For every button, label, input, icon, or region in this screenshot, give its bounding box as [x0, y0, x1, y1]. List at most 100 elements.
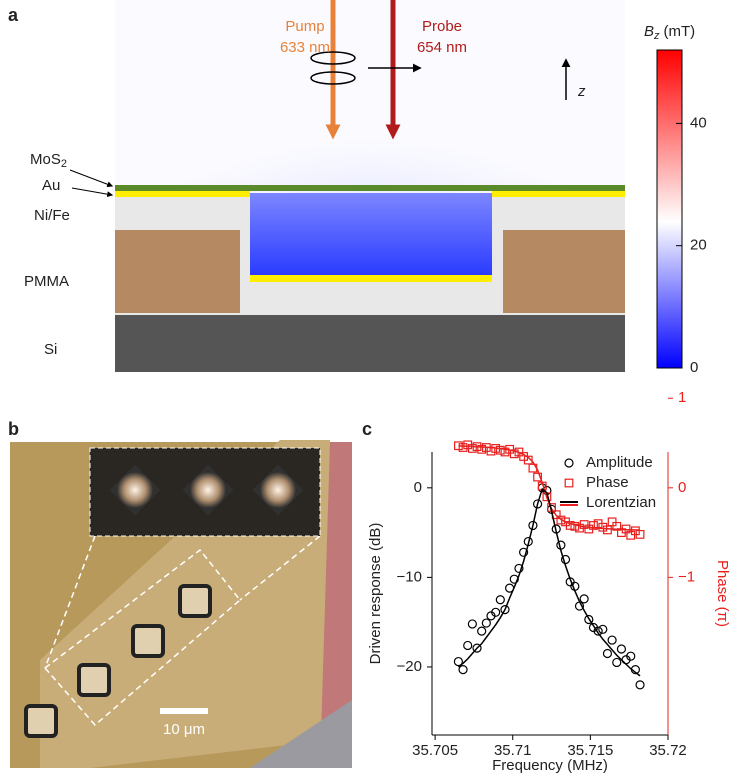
data-point	[598, 522, 608, 532]
data-point	[519, 547, 529, 557]
colorbar-label: Bz (mT)	[644, 23, 695, 42]
legend-swatch	[564, 478, 574, 488]
pad	[131, 624, 165, 658]
pmma-block	[115, 230, 240, 313]
cavity	[250, 193, 492, 275]
data-point	[612, 521, 622, 531]
data-point	[495, 595, 505, 605]
data-point	[514, 563, 524, 574]
zoom-box	[43, 548, 242, 727]
layer-label: Au	[42, 177, 60, 194]
panel-b: b 10 μm	[8, 419, 352, 768]
data-point	[481, 618, 491, 628]
data-point	[579, 594, 589, 604]
data-point	[603, 525, 612, 535]
legend-label: Phase	[586, 474, 629, 491]
data-point	[593, 626, 603, 636]
data-point	[491, 607, 501, 617]
fit-line	[457, 487, 641, 677]
pads	[24, 584, 212, 738]
layer-subscript: 2	[61, 158, 67, 170]
au-layer	[115, 191, 250, 197]
pad	[77, 663, 111, 697]
edge-region	[320, 442, 352, 768]
si-layer	[115, 315, 625, 372]
panel-c: c 35.705 35.71 35.715 35.72 0 −10 −20 1 0 −1 Frequ…	[362, 389, 731, 774]
y-tick-label: −10	[397, 568, 422, 585]
colorbar-tick-label: 20	[690, 237, 707, 254]
scale-label: 10 μm	[163, 721, 205, 738]
legend-label: Amplitude	[586, 454, 653, 471]
layer-label: MoS2	[30, 151, 67, 170]
au-layer	[492, 191, 625, 197]
data-point	[607, 517, 617, 527]
pad	[24, 704, 58, 738]
mos2-layer	[115, 185, 625, 191]
data-point	[626, 530, 636, 540]
y-tick-label: −20	[397, 658, 422, 675]
data-point	[598, 624, 608, 634]
data-point	[500, 447, 510, 457]
data-point	[589, 521, 598, 530]
panel-label: a	[8, 5, 19, 25]
layer-label: MoS	[30, 151, 61, 168]
data-point	[532, 499, 543, 509]
scale-bar	[160, 708, 208, 714]
legend-label: Lorentzian	[586, 494, 656, 511]
y2-tick-label: 1	[678, 389, 686, 406]
pump-wavelength: 633 nm	[280, 39, 330, 56]
probe-wavelength: 654 nm	[417, 39, 467, 56]
x-axis-label: Frequency (MHz)	[492, 757, 608, 774]
data-point	[467, 444, 477, 453]
pmma-block	[503, 230, 625, 313]
data-point	[463, 640, 473, 651]
z-label: z	[577, 83, 586, 100]
pad	[178, 584, 212, 618]
zoom-line	[239, 535, 321, 601]
y2-axis-label: Phase (π)	[714, 560, 731, 627]
data-point	[579, 520, 589, 529]
panel-label: c	[362, 419, 372, 439]
data-point	[635, 529, 645, 539]
zoom-line	[44, 535, 96, 669]
y2-tick-label: −1	[678, 568, 695, 585]
polarization	[310, 71, 356, 85]
au-bottom	[250, 275, 492, 282]
data-point	[626, 651, 636, 661]
pump-label: Pump	[285, 18, 324, 35]
data-point	[458, 665, 468, 675]
data-point	[500, 605, 510, 615]
colorbar	[656, 49, 683, 369]
data-point	[556, 515, 566, 525]
x-tick-label: 35.72	[649, 742, 687, 759]
data-point	[528, 520, 538, 531]
colorbar-unit: (mT)	[664, 23, 696, 40]
data-point	[612, 657, 622, 668]
y-axis-label: Driven response (dB)	[367, 523, 384, 665]
panel-a: a Pump 633 nm Probe 654 nm z MoS2 Au Ni/…	[8, 0, 695, 372]
colorbar-symbol: B	[644, 23, 654, 40]
data-point	[607, 635, 617, 645]
panel-label: b	[8, 419, 19, 439]
layer-label: Ni/Fe	[34, 207, 70, 224]
x-tick-label: 35.71	[494, 742, 532, 759]
data-point	[477, 444, 487, 454]
probe-label: Probe	[422, 18, 462, 35]
data-point	[635, 680, 645, 690]
data-point	[477, 626, 487, 636]
colorbar-tick-label: 40	[690, 114, 707, 131]
data-point	[467, 619, 477, 629]
layer-label: Si	[44, 341, 57, 358]
data-point	[602, 648, 613, 659]
substrate	[250, 700, 352, 768]
data-point	[509, 449, 519, 459]
data-point	[495, 445, 505, 455]
pointer	[69, 169, 114, 188]
data-point	[616, 644, 627, 654]
data-point	[458, 443, 468, 452]
legend-swatch	[564, 458, 574, 468]
x-tick-label: 35.715	[567, 742, 613, 759]
y2-tick-label: 0	[678, 479, 686, 496]
data-point	[453, 656, 463, 667]
